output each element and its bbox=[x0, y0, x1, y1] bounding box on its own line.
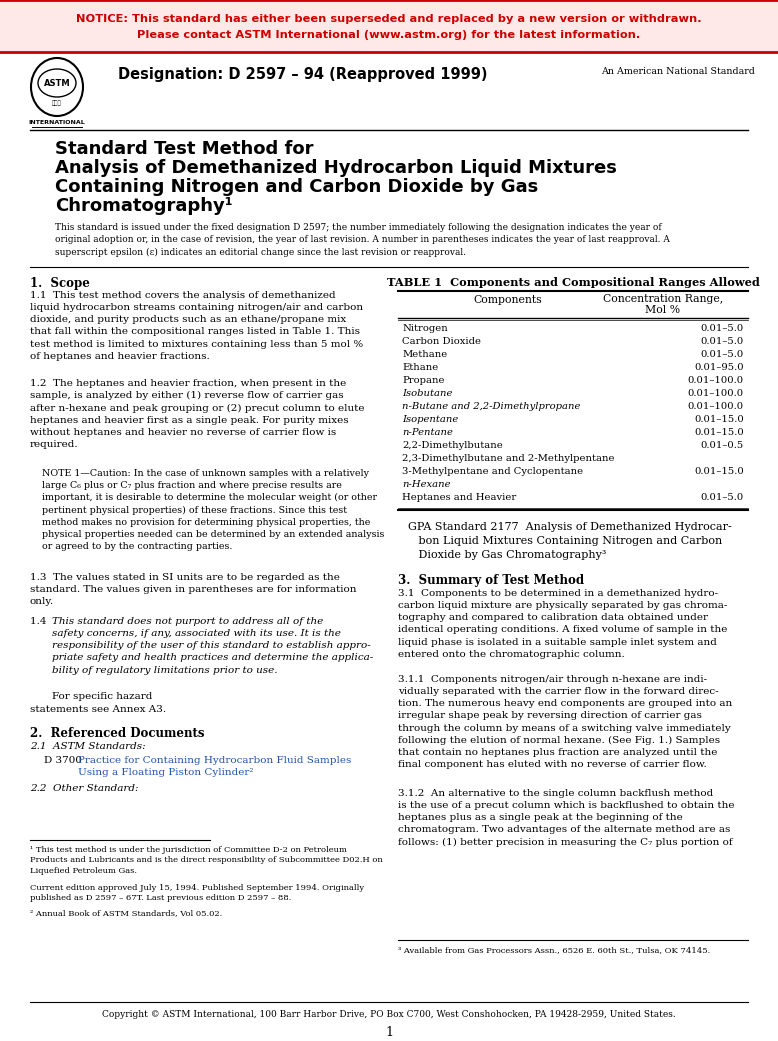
Text: Chromatography¹: Chromatography¹ bbox=[55, 197, 233, 215]
Text: 1.3  The values stated in SI units are to be regarded as the
standard. The value: 1.3 The values stated in SI units are to… bbox=[30, 573, 356, 606]
Text: 3.1  Components to be determined in a demethanized hydro-
carbon liquid mixture : 3.1 Components to be determined in a dem… bbox=[398, 589, 727, 659]
Text: 0.01–5.0: 0.01–5.0 bbox=[701, 493, 744, 502]
Text: 0.01–15.0: 0.01–15.0 bbox=[694, 428, 744, 437]
Text: TABLE 1  Components and Compositional Ranges Allowed: TABLE 1 Components and Compositional Ran… bbox=[387, 277, 759, 288]
Text: 0.01–100.0: 0.01–100.0 bbox=[688, 376, 744, 385]
Text: Containing Nitrogen and Carbon Dioxide by Gas: Containing Nitrogen and Carbon Dioxide b… bbox=[55, 178, 538, 196]
Text: 0.01–100.0: 0.01–100.0 bbox=[688, 402, 744, 411]
Text: Practice for Containing Hydrocarbon Fluid Samples
Using a Floating Piston Cylind: Practice for Containing Hydrocarbon Flui… bbox=[78, 756, 352, 778]
Text: Nitrogen: Nitrogen bbox=[402, 324, 448, 333]
Text: 2,3-Dimethylbutane and 2-Methylpentane: 2,3-Dimethylbutane and 2-Methylpentane bbox=[402, 454, 615, 463]
Text: ASTM: ASTM bbox=[44, 78, 70, 87]
Text: Current edition approved July 15, 1994. Published September 1994. Originally
pub: Current edition approved July 15, 1994. … bbox=[30, 884, 364, 903]
Text: An American National Standard: An American National Standard bbox=[601, 67, 755, 76]
Text: Carbon Dioxide: Carbon Dioxide bbox=[402, 337, 481, 346]
Text: For specific hazard: For specific hazard bbox=[52, 692, 152, 701]
Text: 0.01–5.0: 0.01–5.0 bbox=[701, 324, 744, 333]
Text: n-Hexane: n-Hexane bbox=[402, 480, 450, 489]
Text: n-Pentane: n-Pentane bbox=[402, 428, 453, 437]
Text: 2.1  ASTM Standards:: 2.1 ASTM Standards: bbox=[30, 742, 145, 751]
Text: Standard Test Method for: Standard Test Method for bbox=[55, 139, 314, 158]
Text: Ethane: Ethane bbox=[402, 363, 438, 372]
Text: 2,2-Dimethylbutane: 2,2-Dimethylbutane bbox=[402, 441, 503, 450]
Bar bbox=[0, 0, 778, 52]
Text: 0.01–95.0: 0.01–95.0 bbox=[695, 363, 744, 372]
Text: ² Annual Book of ASTM Standards, Vol 05.02.: ² Annual Book of ASTM Standards, Vol 05.… bbox=[30, 909, 223, 917]
Text: This standard is issued under the fixed designation D 2597; the number immediate: This standard is issued under the fixed … bbox=[55, 223, 670, 257]
Text: 0.01–5.0: 0.01–5.0 bbox=[701, 350, 744, 359]
Text: Heptanes and Heavier: Heptanes and Heavier bbox=[402, 493, 517, 502]
Text: 1: 1 bbox=[385, 1026, 393, 1039]
Text: INTERNATIONAL: INTERNATIONAL bbox=[29, 120, 86, 125]
Text: Designation: D 2597 – 94 (Reapproved 1999): Designation: D 2597 – 94 (Reapproved 199… bbox=[118, 67, 488, 82]
Text: 0.01–15.0: 0.01–15.0 bbox=[694, 467, 744, 476]
Ellipse shape bbox=[31, 58, 83, 116]
Text: NOTE 1—Caution: In the case of unknown samples with a relatively
large C₆ plus o: NOTE 1—Caution: In the case of unknown s… bbox=[42, 469, 384, 552]
Text: NOTICE: This standard has either been superseded and replaced by a new version o: NOTICE: This standard has either been su… bbox=[76, 14, 702, 24]
Text: 2.2  Other Standard:: 2.2 Other Standard: bbox=[30, 784, 138, 793]
Text: 1.2  The heptanes and heavier fraction, when present in the
sample, is analyzed : 1.2 The heptanes and heavier fraction, w… bbox=[30, 379, 365, 449]
Text: 1.  Scope: 1. Scope bbox=[30, 277, 90, 290]
Text: GPA Standard 2177  Analysis of Demethanized Hydrocar-
   bon Liquid Mixtures Con: GPA Standard 2177 Analysis of Demethaniz… bbox=[408, 522, 732, 560]
Text: Concentration Range,: Concentration Range, bbox=[603, 294, 723, 304]
Text: 1.4: 1.4 bbox=[30, 617, 53, 626]
Text: D 3700: D 3700 bbox=[44, 756, 82, 765]
Ellipse shape bbox=[38, 69, 76, 97]
Text: statements see Annex A3.: statements see Annex A3. bbox=[30, 705, 166, 714]
Text: 3-Methylpentane and Cyclopentane: 3-Methylpentane and Cyclopentane bbox=[402, 467, 584, 476]
Text: Please contact ASTM International (www.astm.org) for the latest information.: Please contact ASTM International (www.a… bbox=[138, 30, 640, 40]
Text: ³ Available from Gas Processors Assn., 6526 E. 60th St., Tulsa, OK 74145.: ³ Available from Gas Processors Assn., 6… bbox=[398, 946, 710, 954]
Text: Analysis of Demethanized Hydrocarbon Liquid Mixtures: Analysis of Demethanized Hydrocarbon Liq… bbox=[55, 159, 617, 177]
Text: Isobutane: Isobutane bbox=[402, 389, 452, 398]
Text: Copyright © ASTM International, 100 Barr Harbor Drive, PO Box C700, West Conshoh: Copyright © ASTM International, 100 Barr… bbox=[102, 1010, 676, 1019]
Text: 0.01–15.0: 0.01–15.0 bbox=[694, 415, 744, 424]
Text: Mol %: Mol % bbox=[646, 305, 681, 315]
Text: Isopentane: Isopentane bbox=[402, 415, 458, 424]
Text: ¹ This test method is under the jurisdiction of Committee D-2 on Petroleum
Produ: ¹ This test method is under the jurisdic… bbox=[30, 846, 383, 874]
Text: This standard does not purport to address all of the
safety concerns, if any, as: This standard does not purport to addres… bbox=[52, 617, 373, 675]
Text: 0.01–5.0: 0.01–5.0 bbox=[701, 337, 744, 346]
Text: n-Butane and 2,2-Dimethylpropane: n-Butane and 2,2-Dimethylpropane bbox=[402, 402, 580, 411]
Text: 0.01–0.5: 0.01–0.5 bbox=[701, 441, 744, 450]
Text: 2.  Referenced Documents: 2. Referenced Documents bbox=[30, 727, 205, 740]
Text: Methane: Methane bbox=[402, 350, 447, 359]
Text: 3.1.1  Components nitrogen/air through n-hexane are indi-
vidually separated wit: 3.1.1 Components nitrogen/air through n-… bbox=[398, 675, 732, 769]
Text: 1.1  This test method covers the analysis of demethanized
liquid hydrocarbon str: 1.1 This test method covers the analysis… bbox=[30, 291, 363, 361]
Text: Components: Components bbox=[474, 295, 542, 305]
Text: 0.01–100.0: 0.01–100.0 bbox=[688, 389, 744, 398]
Text: 3.  Summary of Test Method: 3. Summary of Test Method bbox=[398, 574, 584, 587]
Text: 3.1.2  An alternative to the single column backflush method
is the use of a prec: 3.1.2 An alternative to the single colum… bbox=[398, 789, 734, 846]
Text: Propane: Propane bbox=[402, 376, 444, 385]
Text: ꟷꟷꟷ: ꟷꟷꟷ bbox=[52, 100, 62, 106]
